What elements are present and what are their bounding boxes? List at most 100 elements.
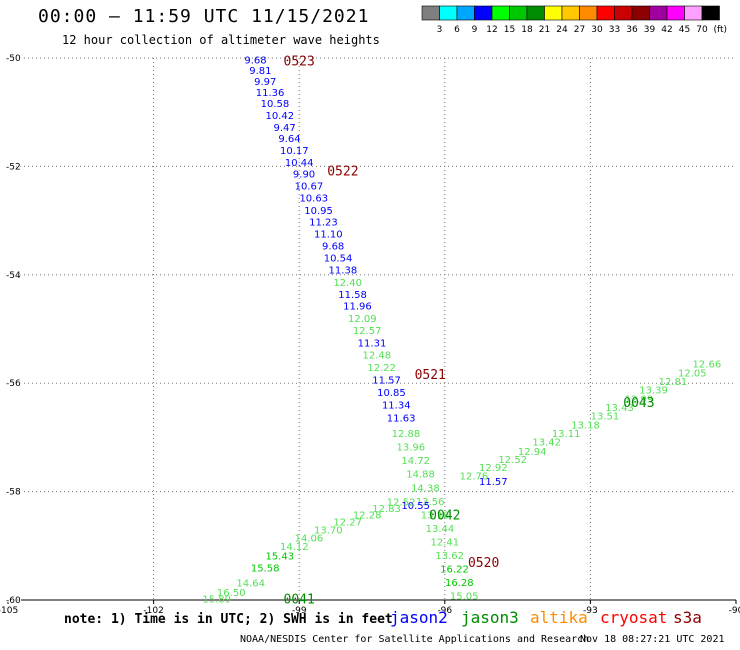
- legend-swatch: [474, 5, 493, 21]
- legend-swatch: [456, 5, 475, 21]
- legend-swatch: [596, 5, 615, 21]
- wave-height-label: 12.40: [333, 278, 362, 289]
- x-tick-label: -102: [143, 606, 163, 616]
- y-tick-label: -58: [6, 488, 21, 498]
- track-time-label: 0522: [327, 165, 358, 180]
- chart-axes: -105 -102 -99 -96 -93 -90 -50 -52 -54 -56 -58 -60: [0, 53, 740, 616]
- wave-height-label: 11.58: [338, 290, 367, 301]
- wave-height-label: 13.11: [552, 429, 581, 440]
- wave-height-label: 12.28: [353, 510, 382, 521]
- legend-swatch: [561, 5, 580, 21]
- wave-height-label: 11.38: [329, 265, 358, 276]
- wave-height-label: 12.22: [367, 363, 396, 374]
- legend-swatch: [579, 5, 598, 21]
- wave-height-label: 12.76: [460, 471, 489, 482]
- x-tick-label: -96: [437, 606, 452, 616]
- satellite-jason3-label: jason3: [461, 608, 519, 627]
- legend-swatch: [491, 5, 510, 21]
- wave-height-label: 9.47: [274, 123, 296, 134]
- wave-height-label: 12.52: [498, 455, 527, 466]
- track-time-label: 0041: [284, 592, 315, 607]
- wave-height-label: 13.70: [314, 526, 343, 537]
- legend-swatch: [526, 5, 545, 21]
- wave-height-label: 9.90: [293, 169, 315, 180]
- wave-height-label: 16.50: [217, 588, 246, 599]
- legend-swatch: [614, 5, 633, 21]
- wave-height-label: 10.63: [299, 193, 328, 204]
- wave-height-label: 13.18: [571, 420, 600, 431]
- footer-timestamp: Nov 18 08:27:21 UTC 2021: [580, 634, 725, 645]
- x-tick-label: -93: [583, 606, 598, 616]
- wave-height-label: 14.38: [411, 483, 440, 494]
- y-tick-label: -56: [6, 379, 21, 389]
- y-tick-label: -52: [6, 162, 21, 172]
- legend-tick-label: 45: [679, 25, 690, 35]
- legend-tick-label: 12: [486, 25, 497, 35]
- legend-swatch: [701, 5, 720, 21]
- wave-height-label: 13.39: [639, 386, 668, 397]
- page-title: 00:00 – 11:59 UTC 11/15/2021: [38, 6, 370, 27]
- wave-height-label: 13.43: [605, 403, 634, 414]
- legend-tick-label: 36: [626, 25, 638, 35]
- wave-height-label: 11.36: [256, 88, 285, 99]
- wave-height-label: 13.18: [421, 510, 450, 521]
- wave-height-label: 10.55: [401, 501, 430, 512]
- y-tick-label: -50: [6, 54, 21, 64]
- legend-swatch: [684, 5, 703, 21]
- chart-points: 9.689.819.9711.3610.5810.429.479.6410.17…: [202, 55, 721, 608]
- wave-height-label: 13.51: [591, 412, 620, 423]
- legend-tick-label: 9: [472, 25, 478, 35]
- wave-height-label: 13.62: [435, 551, 464, 562]
- track-time-label: 0521: [415, 368, 446, 383]
- wave-height-label: 12.48: [363, 350, 392, 361]
- color-legend: 3 6 9 12 15 18 21 24 27 30 33 36 39 42 45 70 (ft): [421, 5, 727, 35]
- wave-height-label: 14.72: [401, 456, 430, 467]
- wave-height-label: 10.58: [261, 99, 290, 110]
- wave-height-label: 10.85: [377, 388, 406, 399]
- track-time-label: 0523: [284, 55, 315, 70]
- wave-height-label: 14.88: [406, 470, 435, 481]
- legend-swatch: [509, 5, 528, 21]
- wave-height-label: 12.27: [333, 517, 362, 528]
- wave-height-label: 12.81: [659, 377, 688, 388]
- wave-height-label: 13.56: [416, 497, 445, 508]
- footer-credit: NOAA/NESDIS Center for Satellite Applica…: [240, 634, 590, 645]
- wave-height-label: 11.57: [372, 375, 401, 386]
- wave-height-label: 9.68: [244, 56, 266, 67]
- legend-tick-label: 18: [521, 25, 533, 35]
- y-tick-label: -54: [6, 271, 21, 281]
- wave-height-label: 9.68: [322, 242, 344, 253]
- satellite-altika-label: altika: [530, 608, 588, 627]
- legend-tick-label: 42: [661, 25, 672, 35]
- wave-height-label: 10.67: [295, 181, 324, 192]
- wave-height-label: 11.96: [343, 302, 372, 313]
- wave-height-label: 14.64: [236, 579, 265, 590]
- wave-height-label: 14.06: [295, 534, 324, 545]
- legend-tick-label: 27: [574, 25, 585, 35]
- legend-tick-label: 70: [696, 25, 708, 35]
- wave-height-label: 10.44: [285, 158, 314, 169]
- x-tick-label: -90: [729, 606, 740, 616]
- legend-tick-label: 21: [539, 25, 550, 35]
- wave-height-label: 16.22: [440, 565, 469, 576]
- wave-height-label: 12.99: [625, 394, 654, 405]
- wave-height-label: 14.12: [280, 542, 309, 553]
- satellite-cryosat-label: cryosat: [600, 608, 668, 627]
- wave-height-label: 11.23: [309, 218, 338, 229]
- wave-height-label: 13.42: [532, 438, 561, 449]
- track-time-label: 0520: [468, 556, 499, 571]
- wave-height-label: 12.57: [353, 326, 382, 337]
- legend-tick-label: 39: [644, 25, 656, 35]
- page-subtitle: 12 hour collection of altimeter wave hei…: [62, 33, 380, 47]
- wave-height-label: 12.92: [479, 463, 508, 474]
- wave-height-label: 11.34: [382, 400, 411, 411]
- wave-height-label: 10.42: [265, 111, 294, 122]
- wave-height-label: 11.63: [387, 413, 416, 424]
- legend-tick-label: 30: [591, 25, 603, 35]
- legend-tick-label: 33: [609, 25, 620, 35]
- x-tick-label: -105: [0, 606, 18, 616]
- wave-height-label: 9.81: [249, 66, 271, 77]
- legend-swatch: [649, 5, 668, 21]
